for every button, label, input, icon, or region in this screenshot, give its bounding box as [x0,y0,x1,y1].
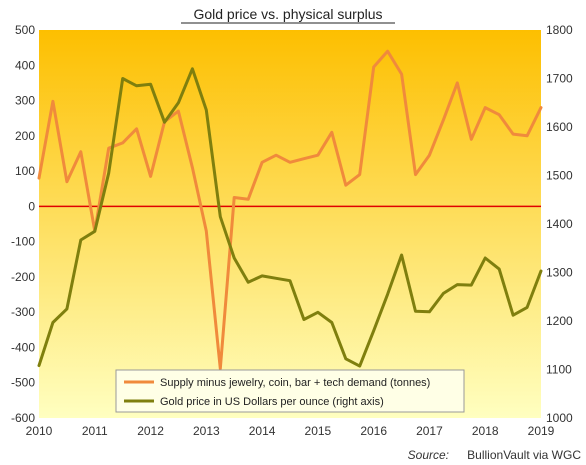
right-tick-label: 1800 [546,23,573,37]
x-tick-label: 2019 [528,424,555,438]
x-tick-label: 2013 [193,424,220,438]
right-tick-label: 1600 [546,120,573,134]
left-tick-label: 0 [28,199,35,213]
left-tick-label: -300 [11,305,35,319]
source-label: Source: [408,448,449,462]
series-layer [37,49,543,371]
right-tick-label: 1400 [546,217,573,231]
left-tick-label: 200 [15,129,35,143]
x-tick-label: 2015 [305,424,332,438]
series-line-supply-surplus [37,49,543,371]
left-axis-ticks: -600 -500 -400 -300 -200 -100 0 100 200 300 400 500 [11,23,35,425]
legend-label-gold-price: Gold price in US Dollars per ounce (righ… [160,396,384,408]
legend: Supply minus jewelry, coin, bar + tech d… [115,369,465,413]
x-tick-label: 2014 [249,424,276,438]
x-axis-ticks: 2010 2011 2012 2013 2014 2015 2016 2017 2018 2019 [26,424,555,438]
plot-background [39,30,541,418]
series-line-gold-price [37,67,543,368]
x-tick-label: 2016 [360,424,387,438]
x-tick-label: 2018 [472,424,499,438]
x-tick-label: 2017 [416,424,443,438]
left-tick-label: 400 [15,58,35,72]
chart-title: Gold price vs. physical surplus [193,6,382,22]
left-tick-label: -200 [11,270,35,284]
left-tick-label: 300 [15,94,35,108]
x-tick-label: 2012 [137,424,164,438]
source-text: BullionVault via WGC [467,448,581,462]
right-tick-label: 1000 [546,411,573,425]
x-tick-label: 2011 [82,424,108,438]
left-tick-label: 100 [15,164,35,178]
left-tick-label: -400 [11,340,35,354]
left-tick-label: 500 [15,23,35,37]
right-axis-ticks: 1000 1100 1200 1300 1400 1500 1600 1700 1800 [546,23,573,425]
right-tick-label: 1700 [546,72,573,86]
right-tick-label: 1500 [546,169,573,183]
legend-box [115,369,465,413]
legend-label-supply: Supply minus jewelry, coin, bar + tech d… [160,377,430,389]
right-tick-label: 1200 [546,314,573,328]
x-tick-label: 2010 [26,424,53,438]
left-tick-label: -600 [11,411,35,425]
left-tick-label: -500 [11,376,35,390]
left-tick-label: -100 [11,235,35,249]
right-tick-label: 1300 [546,266,573,280]
right-tick-label: 1100 [546,363,572,377]
